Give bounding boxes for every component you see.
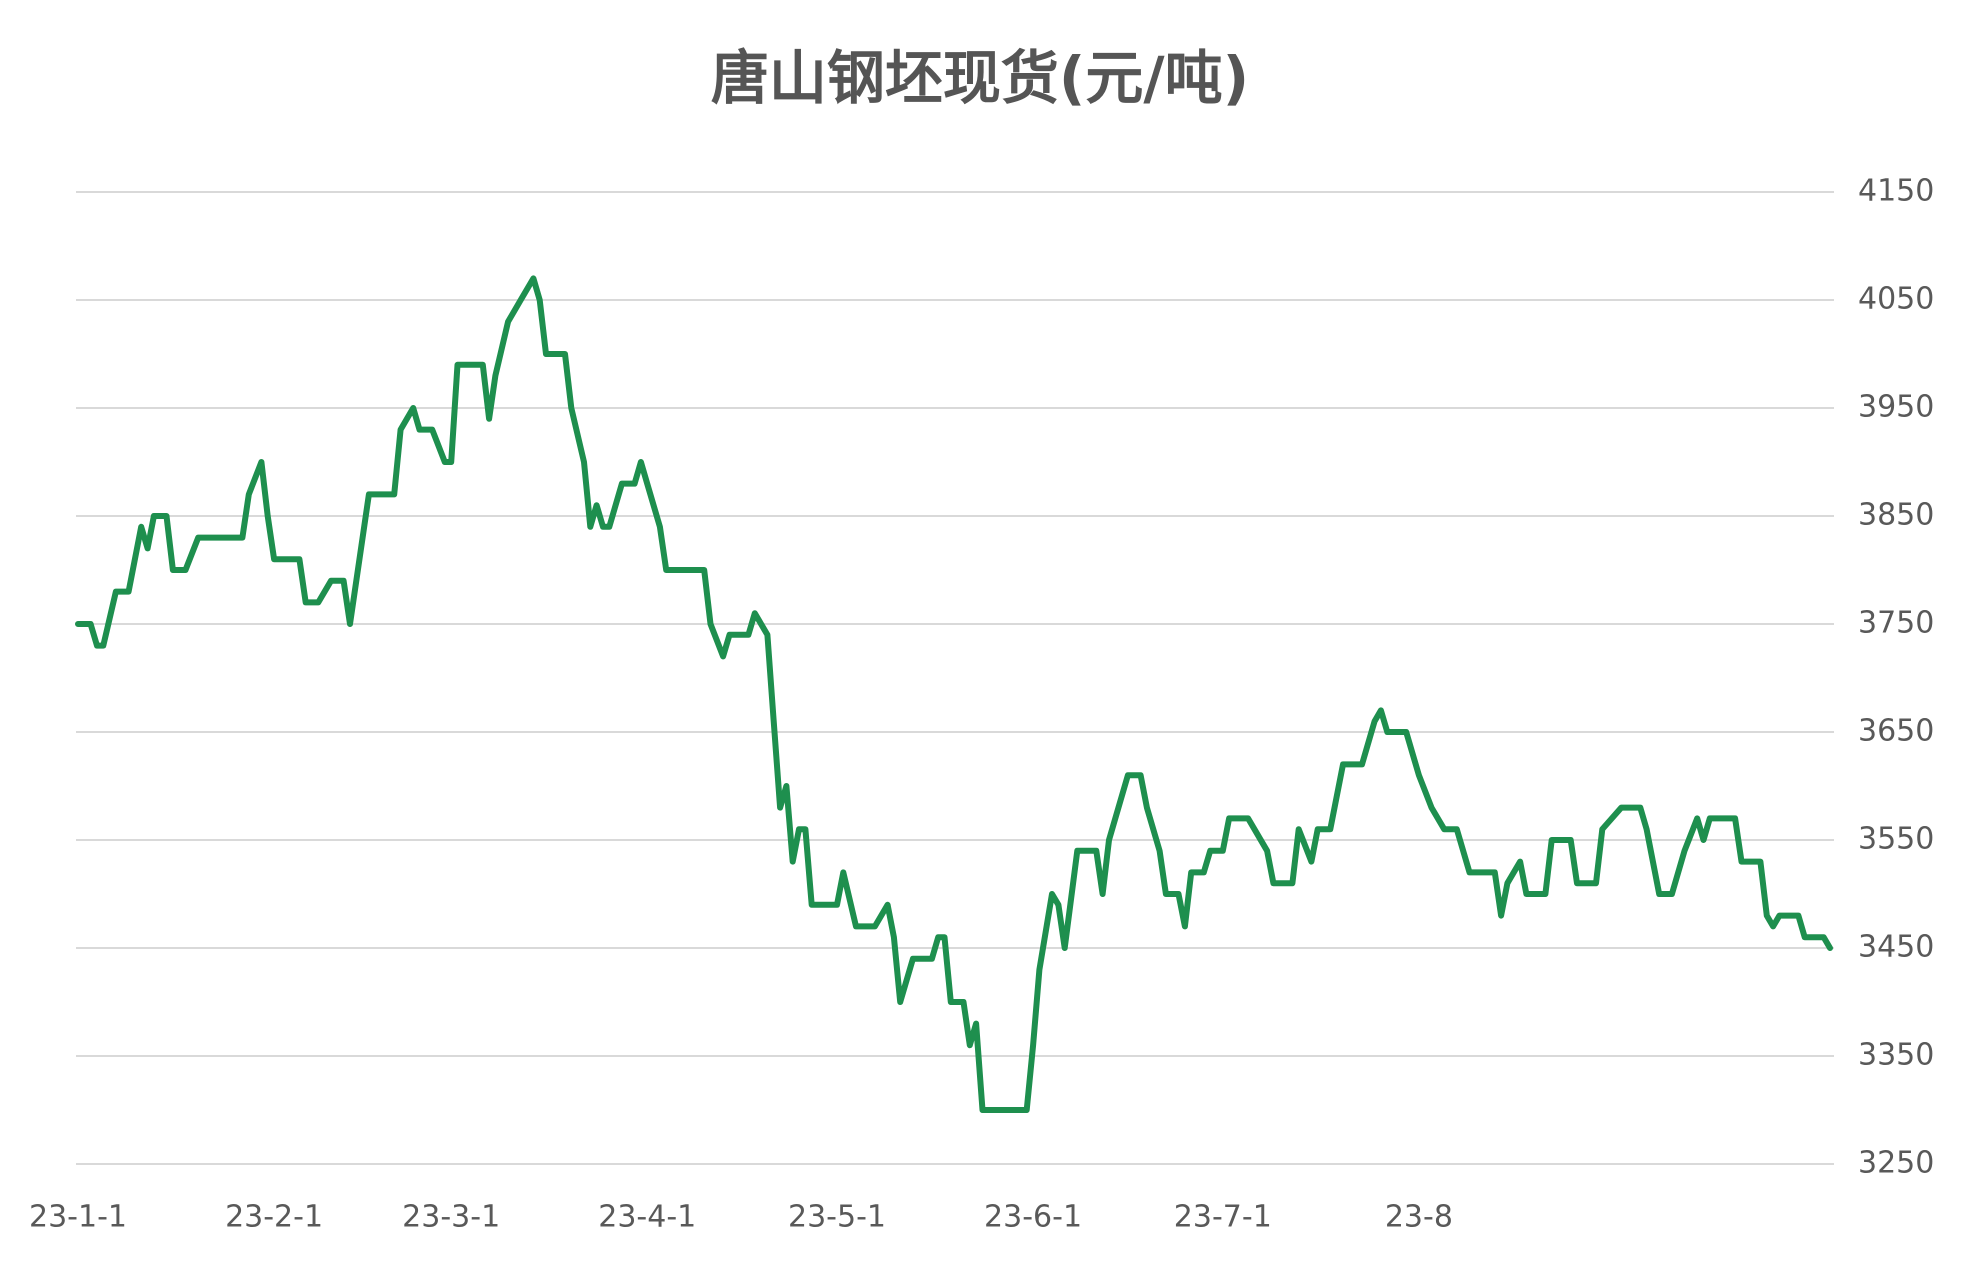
y-tick-label: 3450 — [1858, 930, 1934, 965]
y-tick-label: 3650 — [1858, 714, 1934, 749]
y-tick-label: 3250 — [1858, 1146, 1934, 1181]
x-tick-label: 23-8 — [1385, 1200, 1453, 1235]
y-tick-label: 3350 — [1858, 1038, 1934, 1073]
chart-title: 唐山钢坯现货(元/吨) — [711, 44, 1249, 112]
x-tick-label: 23-5-1 — [788, 1200, 886, 1235]
y-tick-label: 3950 — [1858, 390, 1934, 425]
x-tick-label: 23-7-1 — [1174, 1200, 1272, 1235]
y-tick-label: 3550 — [1858, 822, 1934, 857]
x-tick-label: 23-3-1 — [402, 1200, 500, 1235]
x-tick-label: 23-1-1 — [29, 1200, 127, 1235]
y-tick-label: 4050 — [1858, 282, 1934, 317]
y-tick-label: 3850 — [1858, 498, 1934, 533]
x-tick-label: 23-6-1 — [984, 1200, 1082, 1235]
x-tick-label: 23-4-1 — [598, 1200, 696, 1235]
x-tick-label: 23-2-1 — [225, 1200, 323, 1235]
y-tick-label: 4150 — [1858, 174, 1934, 209]
y-tick-label: 3750 — [1858, 606, 1934, 641]
line-series — [75, 275, 1833, 1113]
